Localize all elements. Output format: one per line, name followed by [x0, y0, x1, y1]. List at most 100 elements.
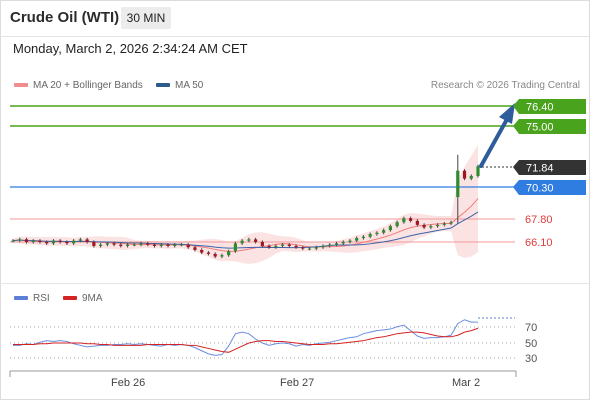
legend-label-bollinger: MA 20 + Bollinger Bands — [33, 80, 143, 91]
candle-body — [227, 251, 231, 256]
rsi-level-30-label: 30 — [525, 353, 537, 365]
forecast-arrow-shaft — [479, 119, 508, 168]
level-text-70-30: 70.30 — [526, 183, 554, 195]
candle-body — [321, 245, 325, 248]
candle-body — [31, 240, 35, 242]
candle-body — [105, 243, 109, 245]
x-axis-label-mar2: Mar 2 — [452, 377, 480, 389]
candle-body — [456, 170, 460, 198]
x-axis-label-feb26: Feb 26 — [111, 377, 145, 389]
candle-body — [314, 247, 318, 249]
widget-header: Crude Oil (WTI) 30 MIN — [0, 0, 590, 37]
legend-item-ma50: MA 50 — [156, 80, 203, 91]
candle-body — [442, 223, 446, 225]
candle-body — [301, 247, 305, 249]
ma50-swatch — [156, 83, 170, 88]
rsi-level-50-label: 50 — [525, 338, 537, 350]
candlestick-series — [11, 154, 480, 259]
candle-body — [382, 230, 386, 233]
ma9-swatch — [63, 296, 77, 301]
level-label-75-00: 75.00 — [513, 119, 586, 134]
candle-body — [395, 222, 399, 227]
ma50-line — [12, 211, 479, 249]
candle-body — [375, 232, 379, 235]
legend-label-9ma: 9MA — [82, 293, 103, 304]
candle-body — [200, 249, 204, 253]
candle-body — [409, 218, 413, 221]
candle-body — [462, 170, 467, 179]
level-text-67-80: 67.80 — [525, 214, 553, 226]
level-label-76-40: 76.40 — [513, 99, 586, 114]
candle-body — [139, 243, 143, 245]
candle-body — [193, 247, 197, 250]
candle-body — [92, 242, 96, 246]
candle-body — [476, 166, 480, 176]
legend-item-rsi: RSI — [14, 293, 50, 304]
candle-body — [159, 244, 163, 246]
candle-body — [132, 244, 136, 246]
candle-body — [125, 244, 130, 246]
candle-body — [422, 224, 426, 228]
candle-body — [469, 175, 473, 179]
rsi-ma9-line — [13, 327, 479, 353]
bollinger-swatch — [14, 83, 28, 88]
candle-body — [233, 243, 237, 252]
candle-body — [328, 244, 332, 246]
candle-body — [274, 245, 278, 248]
candle-body — [267, 245, 271, 248]
candle-body — [429, 226, 433, 228]
candle-body — [260, 242, 264, 246]
candle-body — [65, 242, 69, 244]
candle-body — [388, 226, 392, 231]
candle-body — [119, 244, 123, 246]
level-text-76-40: 76.40 — [526, 102, 554, 114]
candle-body — [334, 243, 339, 245]
level-text-66-10: 66.10 — [525, 237, 553, 249]
candle-body — [254, 239, 258, 242]
candle-body — [355, 238, 359, 241]
candle-body — [72, 240, 76, 244]
candle-body — [240, 240, 244, 244]
candle-body — [341, 242, 345, 244]
candle-body — [58, 240, 62, 242]
candle-body — [213, 253, 217, 257]
candle-body — [179, 244, 184, 246]
timeframe-badge[interactable]: 30 MIN — [121, 7, 171, 29]
candle-body — [402, 218, 406, 223]
forecast-arrow-head — [499, 103, 515, 124]
candle-body — [307, 248, 312, 250]
candle-body — [361, 236, 366, 239]
rsi-line — [13, 319, 478, 356]
level-text-75-00: 75.00 — [526, 122, 554, 134]
legend-label-ma50: MA 50 — [175, 80, 204, 91]
candle-body — [206, 252, 211, 254]
rsi-level-70-label: 70 — [525, 322, 537, 334]
candle-body — [435, 224, 440, 227]
legend-item-9ma: 9MA — [63, 293, 103, 304]
candle-body — [152, 244, 157, 246]
candle-body — [166, 244, 170, 246]
candle-body — [24, 239, 29, 242]
candle-body — [348, 240, 352, 242]
legend-item-bollinger: MA 20 + Bollinger Bands — [14, 80, 143, 91]
candle-body — [287, 244, 291, 246]
panel-divider — [0, 283, 590, 284]
instrument-title: Crude Oil (WTI) — [10, 9, 120, 26]
candle-body — [247, 239, 251, 241]
credit-text: Research © 2026 Trading Central — [430, 80, 580, 91]
legend-label-rsi: RSI — [33, 293, 50, 304]
level-label-70-30: 70.30 — [513, 180, 586, 195]
candle-body — [78, 239, 82, 241]
candle-body — [368, 234, 372, 237]
candle-body — [85, 239, 89, 242]
last-price-text: 71.84 — [526, 163, 554, 175]
candle-body — [51, 240, 56, 244]
candle-body — [280, 244, 285, 246]
timestamp: Monday, March 2, 2026 2:34:24 AM CET — [13, 41, 248, 56]
candle-body — [146, 243, 150, 245]
rsi-swatch — [14, 296, 28, 301]
candle-body — [38, 240, 42, 242]
candle-body — [186, 244, 190, 248]
last-price-label: 71.84 — [513, 160, 586, 175]
